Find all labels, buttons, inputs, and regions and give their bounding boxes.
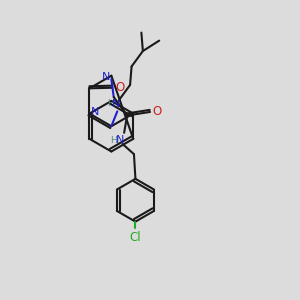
Text: N: N (102, 72, 110, 82)
Text: H: H (110, 136, 117, 145)
Text: N: N (91, 107, 99, 117)
Text: O: O (115, 81, 124, 94)
Text: H: H (107, 99, 114, 108)
Text: O: O (153, 106, 162, 118)
Text: N: N (112, 99, 121, 109)
Text: N: N (116, 135, 124, 145)
Text: Cl: Cl (130, 231, 141, 244)
